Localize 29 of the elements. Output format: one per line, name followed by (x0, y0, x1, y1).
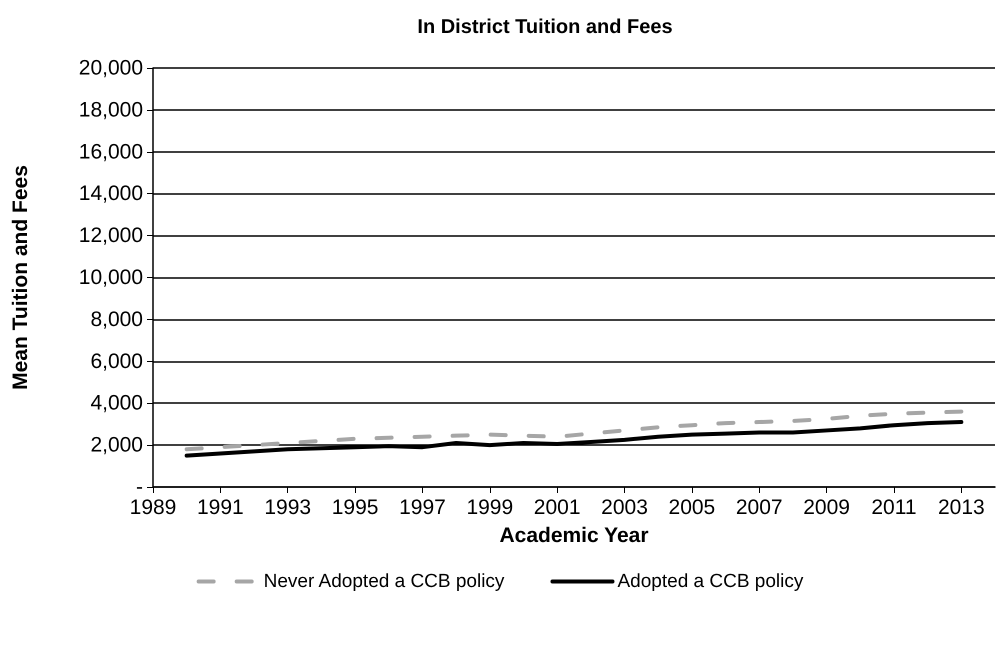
x-tick-label: 2003 (601, 496, 648, 519)
y-tick-label: 6,000 (90, 350, 143, 373)
legend-label: Adopted a CCB policy (617, 571, 804, 592)
x-tick-label: 2011 (871, 496, 917, 519)
x-tick-label: 1997 (399, 496, 446, 519)
x-tick-label: 2005 (668, 496, 716, 519)
x-tick-label: 2001 (534, 496, 581, 519)
y-tick-label: 4,000 (90, 392, 143, 415)
y-tick-label: 14,000 (78, 182, 143, 206)
y-tick-label: 18,000 (78, 98, 143, 122)
x-axis-title: Academic Year (499, 524, 649, 547)
chart-title: In District Tuition and Fees (417, 16, 673, 38)
x-tick-label: 1995 (332, 496, 378, 519)
y-axis-title: Mean Tuition and Fees (9, 165, 32, 390)
x-tick-label: 1991 (197, 496, 244, 519)
x-tick-label: 2007 (736, 496, 783, 519)
y-tick-label: 10,000 (78, 266, 143, 289)
y-tick-label: 12,000 (78, 224, 143, 248)
y-tick-label: 16,000 (78, 140, 143, 164)
x-tick-label: 1993 (264, 496, 312, 519)
x-tick-label: 2009 (803, 496, 850, 519)
y-tick-label: 8,000 (90, 308, 143, 331)
x-tick-label: 2013 (938, 496, 985, 519)
y-tick-label: 2,000 (90, 434, 143, 457)
x-tick-label: 1999 (466, 496, 514, 519)
y-tick-label: - (136, 476, 143, 498)
x-tick-label: 1989 (130, 496, 176, 519)
legend-label: Never Adopted a CCB policy (264, 571, 505, 592)
y-tick-label: 20,000 (78, 56, 143, 80)
